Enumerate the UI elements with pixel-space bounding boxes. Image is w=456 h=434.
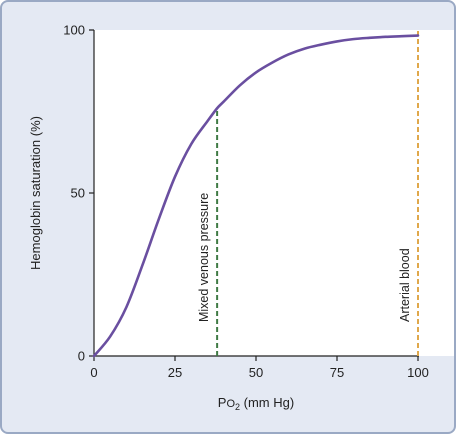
annotation-label-0: Mixed venous pressure	[197, 193, 211, 322]
x-axis-label-subscript: 2	[235, 402, 240, 412]
y-axis-label: Hemoglobin saturation (%)	[28, 116, 43, 270]
saturation-curve	[92, 34, 420, 358]
x-axis-label-unit: (mm Hg)	[240, 395, 294, 410]
y-tick-label-0: 0	[78, 349, 85, 364]
annotation-label-1: Arterial blood	[398, 248, 412, 322]
y-tick-label-100: 100	[63, 23, 85, 38]
y-tick-label-50: 50	[71, 186, 85, 201]
x-tick-label-100: 100	[407, 365, 429, 380]
x-axis-label: PO2 (mm Hg)	[218, 395, 294, 412]
x-axis-label-p: P	[218, 395, 227, 410]
x-axis-label-o: O	[226, 398, 235, 410]
x-tick-label-75: 75	[330, 365, 344, 380]
x-tick-label-0: 0	[90, 365, 97, 380]
plot-area	[94, 30, 454, 356]
x-tick-label-25: 25	[168, 365, 182, 380]
x-tick-label-50: 50	[249, 365, 263, 380]
